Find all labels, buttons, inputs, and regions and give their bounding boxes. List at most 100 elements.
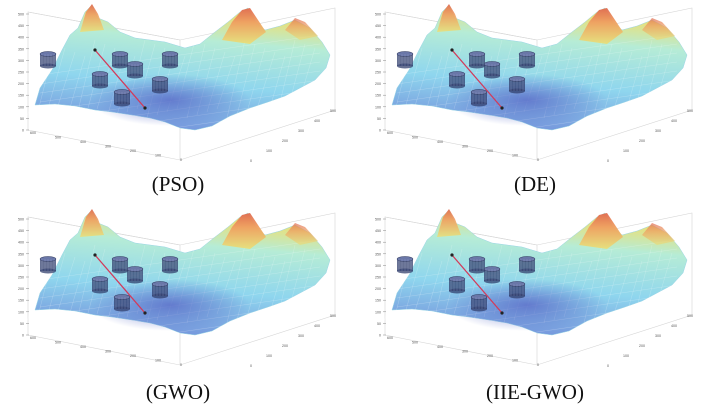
obstacle-cylinder xyxy=(161,256,179,274)
x-tick-label: 600 xyxy=(30,131,36,135)
obstacle-cylinder xyxy=(396,256,414,274)
z-tick-label: 350 xyxy=(18,47,24,51)
terrain-valley xyxy=(447,74,607,126)
path-end-point xyxy=(143,311,147,315)
surface-plot-gwo: 5004504003503002502001501005006005004003… xyxy=(18,209,336,368)
terrain-peak-far xyxy=(642,223,675,245)
z-tick-label: 250 xyxy=(375,276,381,280)
z-tick-label: 100 xyxy=(375,310,381,314)
obstacle-cylinder xyxy=(151,76,169,94)
y-tick-label: 300 xyxy=(655,129,661,133)
x-tick-label: 300 xyxy=(462,350,468,354)
surface-plot-pso: 5004504003503002502001501005006005004003… xyxy=(18,4,336,163)
z-tick-label: 400 xyxy=(375,36,381,40)
caption-iie-gwo: (IIE-GWO) xyxy=(486,380,584,404)
path-end-point xyxy=(500,106,504,110)
z-tick-label: 0 xyxy=(22,129,24,133)
y-tick-label: 500 xyxy=(687,109,693,113)
x-tick-label: 100 xyxy=(155,154,161,158)
y-tick-label: 0 xyxy=(607,159,609,163)
x-tick-label: 400 xyxy=(437,140,443,144)
x-tick-label: 600 xyxy=(30,336,36,340)
obstacle-cylinder xyxy=(91,71,109,89)
x-tick-label: 600 xyxy=(387,336,393,340)
y-tick-label: 400 xyxy=(314,119,320,123)
terrain-peak-right xyxy=(222,8,266,44)
x-tick-label: 400 xyxy=(80,345,86,349)
x-tick-label: 300 xyxy=(105,350,111,354)
x-tick-label: 0 xyxy=(180,158,182,162)
path-end-point xyxy=(143,106,147,110)
caption-de: (DE) xyxy=(514,172,556,196)
z-tick-label: 50 xyxy=(20,322,24,326)
y-tick-label: 500 xyxy=(330,109,336,113)
flight-path xyxy=(94,254,146,314)
x-tick-label: 500 xyxy=(412,341,418,345)
obstacle-cylinder xyxy=(113,89,131,107)
y-tick-label: 300 xyxy=(655,334,661,338)
obstacle-cylinder xyxy=(448,276,466,294)
obstacle-cylinder xyxy=(161,51,179,69)
obstacle-cylinder xyxy=(126,61,144,79)
z-tick-label: 350 xyxy=(375,252,381,256)
z-tick-label: 250 xyxy=(18,276,24,280)
obstacle-cylinder xyxy=(483,266,501,284)
obstacle-cylinder xyxy=(468,51,486,69)
flight-path xyxy=(451,254,503,314)
x-tick-label: 100 xyxy=(155,359,161,363)
z-tick-label: 0 xyxy=(379,334,381,338)
z-tick-label: 300 xyxy=(18,59,24,63)
obstacle-cylinder xyxy=(39,256,57,274)
y-tick-label: 100 xyxy=(623,354,629,358)
z-tick-label: 450 xyxy=(18,229,24,233)
obstacle-cylinder xyxy=(508,281,526,299)
x-tick-label: 300 xyxy=(105,145,111,149)
obstacle-cylinder xyxy=(396,51,414,69)
obstacle-cylinder xyxy=(508,76,526,94)
x-tick-label: 0 xyxy=(537,363,539,367)
terrain-peak-left xyxy=(80,209,104,237)
z-tick-label: 400 xyxy=(375,241,381,245)
terrain-valley xyxy=(90,74,250,126)
obstacle-cylinder xyxy=(518,256,536,274)
z-tick-label: 100 xyxy=(18,105,24,109)
y-tick-label: 500 xyxy=(330,314,336,318)
terrain-peak-left xyxy=(437,209,461,237)
terrain-valley xyxy=(447,279,607,331)
y-tick-label: 400 xyxy=(671,324,677,328)
z-tick-label: 300 xyxy=(375,59,381,63)
terrain-peak-right xyxy=(579,8,623,44)
z-tick-label: 400 xyxy=(18,36,24,40)
z-tick-label: 100 xyxy=(375,105,381,109)
z-tick-label: 50 xyxy=(377,117,381,121)
x-tick-label: 0 xyxy=(537,158,539,162)
terrain-peak-left xyxy=(437,4,461,32)
obstacle-cylinder xyxy=(151,281,169,299)
y-tick-label: 200 xyxy=(282,139,288,143)
y-tick-label: 200 xyxy=(282,344,288,348)
x-tick-label: 400 xyxy=(80,140,86,144)
path-start-point xyxy=(450,253,454,257)
y-tick-label: 0 xyxy=(607,364,609,368)
panel-gwo: 500 450 400 350 300 250 200 150 100 50 0 600 500 400 3… xyxy=(0,205,356,410)
y-tick-label: 200 xyxy=(639,344,645,348)
obstacle-cylinder xyxy=(518,51,536,69)
z-tick-label: 0 xyxy=(379,129,381,133)
obstacle-cylinder xyxy=(448,71,466,89)
y-tick-label: 400 xyxy=(671,119,677,123)
path-end-point xyxy=(500,311,504,315)
panel-iie-gwo: 500 450 400 350 300 250 200 150 100 50 0 600 500 400 3… xyxy=(357,205,713,410)
z-tick-label: 200 xyxy=(375,82,381,86)
y-tick-label: 100 xyxy=(266,149,272,153)
y-tick-label: 0 xyxy=(250,159,252,163)
x-tick-label: 200 xyxy=(487,149,493,153)
x-tick-label: 600 xyxy=(387,131,393,135)
z-tick-label: 150 xyxy=(375,299,381,303)
x-tick-label: 200 xyxy=(130,149,136,153)
path-start-point xyxy=(93,48,97,52)
z-tick-label: 300 xyxy=(375,264,381,268)
z-tick-label: 400 xyxy=(18,241,24,245)
z-tick-label: 200 xyxy=(18,82,24,86)
y-tick-label: 300 xyxy=(298,334,304,338)
obstacle-cylinder xyxy=(468,256,486,274)
